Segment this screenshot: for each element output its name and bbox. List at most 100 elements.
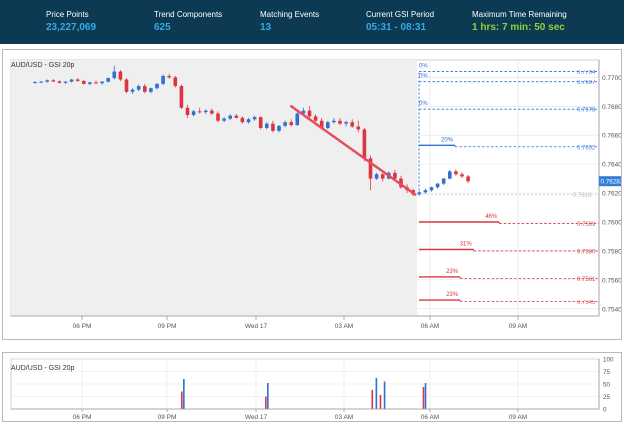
candle-body (460, 174, 464, 177)
event-percent: 31% (460, 241, 473, 247)
event-target-label: 0.7652 (577, 145, 596, 151)
candle-body (466, 176, 470, 182)
candle-body (374, 174, 379, 179)
candle-body (435, 183, 440, 188)
stat-matching-events: Matching Events 13 (260, 10, 319, 33)
stat-value: 23,227,069 (46, 22, 97, 33)
stat-label: Maximum Time Remaining (472, 10, 567, 19)
event-percent: 0% (419, 64, 428, 70)
candle-body (307, 110, 312, 117)
stats-header: Price Points 23,227,069 Trend Components… (0, 0, 624, 44)
candle-body (301, 110, 306, 114)
y-tick-label: 0.7640 (602, 162, 621, 169)
x-tick-label: Wed 17 (245, 323, 268, 330)
volume-y-tick-label: 50 (603, 382, 611, 389)
stat-label: Matching Events (260, 10, 320, 19)
current-price-label: 0.76282 (601, 179, 622, 186)
volume-bar (422, 387, 425, 409)
volume-bar (424, 383, 427, 409)
candle-body (441, 178, 446, 184)
volume-bar (383, 381, 386, 409)
candle-body (216, 113, 220, 121)
event-target-label: 0.7545 (577, 300, 596, 306)
candle-body (51, 80, 56, 82)
stat-value: 05:31 - 08:31 (366, 22, 427, 33)
candle-body (161, 75, 165, 84)
volume-x-tick-label: Wed 17 (245, 414, 268, 421)
volume-y-tick-label: 0 (603, 407, 607, 414)
candle-body (234, 115, 239, 118)
volume-chart-title: AUD/USD - GSI 20p (11, 365, 75, 372)
volume-x-tick-label: 06 PM (73, 414, 92, 421)
candle-body (271, 123, 275, 131)
stat-current-gsi-period: Current GSI Period 05:31 - 08:31 (366, 10, 434, 33)
candle-body (136, 86, 141, 90)
candle-body (173, 77, 178, 87)
candle-body (380, 174, 385, 179)
candle-body (204, 110, 208, 113)
price-chart-panel[interactable]: 0.7619 0% 0.7704 0% 0.7697 0% 0.7678 20% 0.7652 4… (2, 49, 622, 340)
event-percent: 0% (419, 101, 428, 107)
volume-bar (181, 391, 183, 409)
stat-max-time-remaining: Maximum Time Remaining 1 hrs: 7 min: 50 … (472, 10, 567, 33)
candle-body (356, 126, 361, 130)
stat-trend-components: Trend Components 625 (154, 10, 222, 33)
event-target-label: 0.7599 (577, 222, 596, 228)
candle-body (143, 86, 147, 92)
history-shade (11, 60, 417, 316)
candle-body (313, 116, 318, 121)
event-percent: 0% (419, 74, 428, 80)
event-target-label: 0.7580 (577, 249, 596, 255)
candle-body (289, 122, 293, 126)
chart-title: AUD/USD - GSI 20p (11, 62, 75, 69)
stat-value: 1 hrs: 7 min: 50 sec (472, 22, 565, 33)
candle-body (130, 89, 135, 92)
candle-body (265, 123, 269, 128)
event-percent: 23% (446, 292, 459, 298)
candle-body (326, 122, 330, 128)
volume-bar (264, 396, 267, 409)
stat-label: Current GSI Period (366, 10, 435, 19)
volume-chart-panel[interactable]: 100 75 50 25 0 06 PM 09 PM Wed 17 03 AM 06 AM 09 A… (2, 352, 622, 422)
candle-body (185, 107, 190, 115)
candle-body (429, 187, 434, 191)
candle-body (448, 171, 452, 179)
event-target-label: 0.7704 (577, 70, 596, 76)
candle-body (33, 81, 37, 83)
x-tick-label: 03 AM (335, 323, 353, 330)
x-tick-label: 06 PM (73, 323, 92, 330)
volume-y-tick-label: 100 (603, 357, 614, 364)
stat-value: 625 (154, 22, 171, 33)
y-tick-label: 0.7540 (602, 306, 621, 313)
y-tick-label: 0.7620 (602, 191, 621, 198)
stat-label: Trend Components (154, 10, 223, 19)
candle-body (240, 117, 245, 123)
candle-body (277, 125, 281, 131)
event-percent: 23% (446, 269, 459, 275)
y-tick-label: 0.7580 (602, 248, 621, 255)
stat-value: 13 (260, 22, 272, 33)
volume-x-tick-label: 09 PM (158, 414, 177, 421)
candle-body (350, 122, 354, 127)
volume-bar (379, 395, 382, 409)
candle-body (197, 111, 202, 113)
current-price-marker (599, 176, 621, 187)
candle-body (338, 120, 342, 124)
price-chart[interactable]: 0.7619 0% 0.7704 0% 0.7697 0% 0.7678 20% 0.7652 4… (3, 50, 621, 339)
candle-body (319, 120, 324, 128)
volume-chart[interactable]: 100 75 50 25 0 06 PM 09 PM Wed 17 03 AM 06 AM 09 A… (3, 353, 621, 421)
candle-body (45, 80, 49, 82)
volume-bar (267, 383, 269, 409)
stat-price-points: Price Points 23,227,069 (46, 10, 96, 33)
candle-body (94, 82, 98, 84)
candle-body (283, 122, 287, 126)
x-tick-label: 09 PM (158, 323, 177, 330)
start-price-label: 0.7619 (573, 193, 592, 199)
event-percent: 46% (485, 214, 498, 220)
candle-body (57, 81, 62, 83)
candle-body (222, 118, 226, 121)
candle-body (155, 83, 159, 89)
y-tick-label: 0.7700 (602, 75, 621, 82)
candle-body (454, 171, 458, 175)
volume-bar (371, 390, 374, 409)
